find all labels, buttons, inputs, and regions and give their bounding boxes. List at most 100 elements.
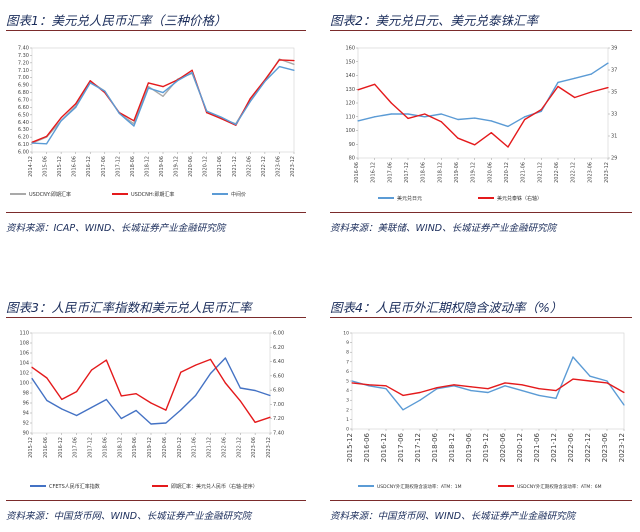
data-point bbox=[249, 97, 251, 100]
x-tick-label: 2015-12 bbox=[28, 437, 34, 458]
data-point bbox=[504, 385, 506, 387]
data-point bbox=[557, 85, 559, 88]
y-tick-label: 6.90 bbox=[18, 83, 29, 89]
series-line-3 bbox=[31, 65, 295, 145]
data-point bbox=[390, 102, 392, 104]
data-point bbox=[195, 364, 197, 366]
x-tick-label: 2017-12 bbox=[414, 433, 422, 462]
chart-4-source: 资料来源：中国货币网、WIND、长城证券产业金融研究院 bbox=[330, 511, 576, 522]
data-point bbox=[31, 366, 33, 368]
data-point bbox=[235, 123, 237, 126]
data-point bbox=[538, 394, 540, 396]
data-point bbox=[191, 71, 193, 74]
data-point bbox=[440, 121, 442, 123]
data-point bbox=[278, 59, 281, 61]
y-tick-label: 80 bbox=[349, 156, 355, 162]
legend-label: 即期汇率：美元兑人民币（右轴-逆序） bbox=[171, 483, 258, 490]
data-point bbox=[385, 385, 387, 387]
data-point bbox=[269, 416, 271, 418]
x-tick-label: 2017-06 bbox=[101, 156, 107, 177]
x-tick-label: 2021-12 bbox=[550, 433, 558, 462]
data-point bbox=[135, 393, 137, 395]
y-tick-label: 10 bbox=[343, 331, 349, 337]
x-tick-label: 2017-12 bbox=[88, 437, 94, 458]
data-point bbox=[118, 112, 120, 114]
data-point bbox=[120, 395, 122, 397]
data-point bbox=[254, 421, 256, 423]
x-tick-label: 2021-06 bbox=[192, 437, 198, 458]
y-tick-label: 108 bbox=[19, 341, 29, 347]
data-point bbox=[254, 389, 256, 392]
x-tick-label: 2019-12 bbox=[482, 433, 490, 462]
data-point bbox=[424, 113, 426, 115]
y2-tick-label: 6.00 bbox=[273, 331, 284, 337]
chart-2-title: 图表2：美元兑日元、美元兑泰铢汇率 bbox=[330, 13, 538, 28]
data-point bbox=[89, 80, 91, 82]
data-point bbox=[147, 82, 150, 84]
y-tick-label: 7.00 bbox=[18, 75, 29, 81]
x-tick-label: 2015-06 bbox=[43, 156, 49, 177]
data-point bbox=[195, 394, 197, 397]
data-point bbox=[357, 120, 359, 122]
chart-1-source: 资料来源：ICAP、WIND、长城证券产业金融研究院 bbox=[6, 223, 226, 234]
data-point bbox=[623, 391, 625, 394]
y-tick-label: 96 bbox=[23, 401, 29, 407]
x-tick-label: 2019-06 bbox=[132, 437, 138, 458]
data-point bbox=[407, 113, 409, 115]
x-tick-label: 2018-12 bbox=[117, 437, 123, 458]
data-point bbox=[180, 371, 182, 373]
title-rule bbox=[6, 317, 306, 318]
legend-label: CFETS人民币汇率指数 bbox=[49, 483, 100, 490]
data-point bbox=[135, 409, 137, 412]
y-tick-label: 7.10 bbox=[18, 68, 29, 74]
x-tick-label: 2023-06 bbox=[601, 432, 609, 462]
x-tick-label: 2019-06 bbox=[465, 432, 473, 462]
data-point bbox=[206, 110, 208, 112]
data-point bbox=[419, 391, 421, 394]
y-tick-label: 94 bbox=[23, 411, 29, 417]
data-point bbox=[538, 388, 540, 390]
data-point bbox=[407, 117, 409, 119]
data-point bbox=[555, 397, 557, 399]
data-point bbox=[104, 90, 106, 92]
plot-frame bbox=[351, 332, 625, 430]
data-point bbox=[470, 390, 472, 392]
x-tick-label: 2020-12 bbox=[177, 437, 183, 458]
y2-tick-label: 37 bbox=[611, 68, 617, 74]
data-point bbox=[61, 398, 63, 401]
chart-3-title: 图表3：人民币汇率指数和美元兑人民币汇率 bbox=[6, 300, 252, 315]
x-tick-label: 2022-06 bbox=[567, 432, 575, 462]
x-tick-label: 2016-06 bbox=[354, 162, 360, 183]
y-tick-label: 5 bbox=[346, 379, 349, 385]
x-tick-label: 2016-06 bbox=[72, 156, 78, 177]
y-tick-label: 100 bbox=[19, 381, 29, 387]
data-point bbox=[606, 382, 608, 384]
chart-4: 0 1 2 3 4 5 6 7 8 9 10 2015-12 2016-06 2016-12 2017-06… bbox=[343, 331, 626, 490]
data-point bbox=[293, 63, 295, 65]
plot-frame bbox=[357, 47, 609, 159]
data-point bbox=[504, 382, 506, 384]
x-tick-label: 2020-12 bbox=[504, 162, 510, 183]
data-point bbox=[357, 89, 359, 91]
source-rule bbox=[6, 500, 306, 501]
data-point bbox=[474, 144, 476, 146]
x-tick-label: 2017-06 bbox=[397, 432, 405, 462]
data-point bbox=[589, 380, 591, 382]
chart-2-source: 资料来源：美联储、WIND、长城证券产业金融研究院 bbox=[330, 223, 557, 234]
x-tick-label: 2023-06 bbox=[251, 437, 257, 458]
data-point bbox=[61, 408, 63, 410]
data-point bbox=[521, 390, 523, 392]
data-point bbox=[105, 398, 107, 401]
data-point bbox=[293, 69, 295, 71]
x-tick-label: 2020-06 bbox=[487, 162, 493, 183]
x-tick-label: 2022-06 bbox=[246, 156, 252, 177]
x-tick-label: 2017-06 bbox=[387, 162, 393, 183]
data-point bbox=[574, 77, 576, 79]
data-point bbox=[150, 402, 152, 404]
data-point bbox=[607, 87, 609, 89]
y-tick-label: 90 bbox=[349, 142, 355, 148]
data-point bbox=[457, 137, 459, 139]
data-point bbox=[351, 382, 353, 384]
data-point bbox=[374, 83, 376, 85]
chart-2: 80 90 100 110 120 130 140 150 160 29 31 33 35 37 39 201… bbox=[345, 46, 617, 202]
